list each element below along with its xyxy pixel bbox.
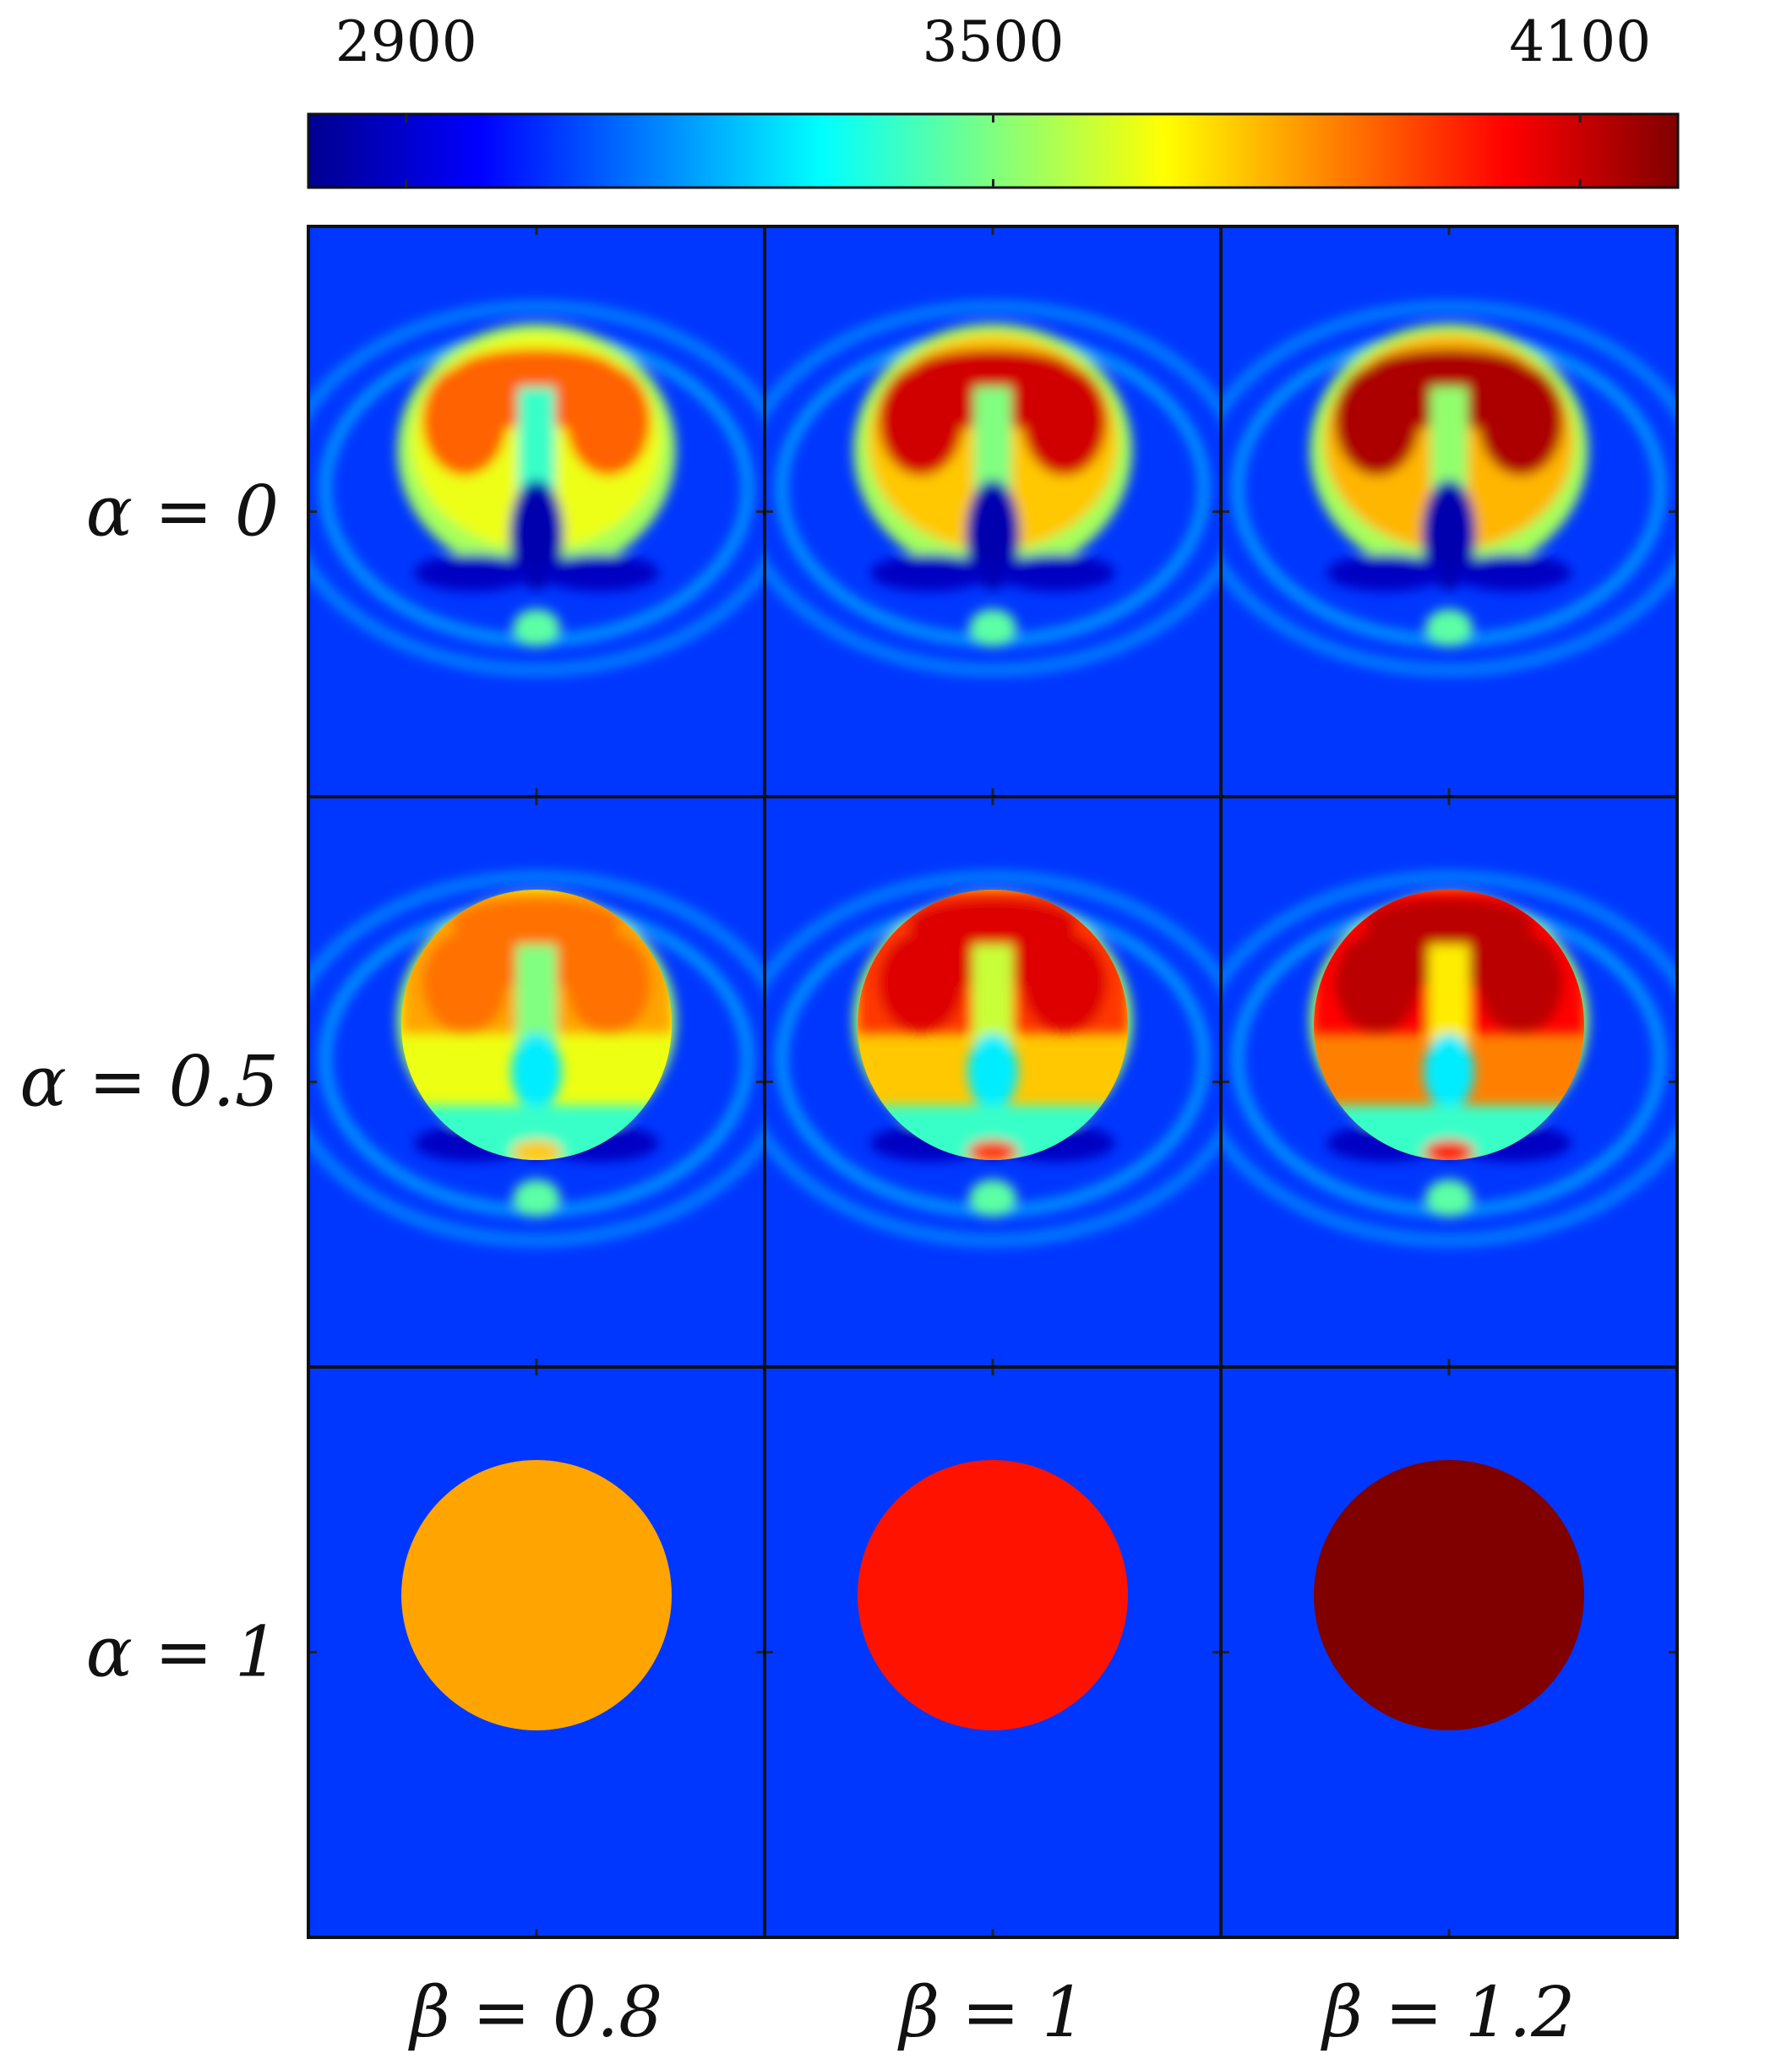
dark-column bbox=[509, 480, 564, 590]
hot-lobe bbox=[912, 349, 1073, 391]
bright-spot bbox=[1425, 1179, 1473, 1217]
bright-spot bbox=[969, 609, 1016, 646]
hot-lobe bbox=[908, 898, 1077, 949]
heatmap-panel bbox=[1219, 1365, 1679, 1939]
heatmap-panel bbox=[763, 1365, 1223, 1939]
hot-lobe bbox=[456, 349, 617, 391]
colorbar-ticks: 2900 3500 4100 bbox=[335, 9, 1651, 188]
uniform-disc bbox=[858, 1460, 1128, 1730]
heatmap-panel bbox=[307, 225, 766, 798]
panel-border bbox=[1219, 1365, 1679, 1939]
center-stalk bbox=[974, 387, 1011, 497]
hot-lobe bbox=[1364, 898, 1533, 949]
colorbar-gradient bbox=[307, 112, 1680, 189]
heatmap-panel bbox=[307, 1365, 766, 1939]
dark-arm bbox=[541, 554, 659, 591]
dark-arm bbox=[414, 554, 532, 591]
heatmap-panel bbox=[1219, 225, 1679, 798]
heatmap-panel bbox=[1219, 795, 1679, 1369]
row-labels: α = 0 α = 0.5 α = 1 bbox=[19, 472, 279, 1693]
bright-spot bbox=[511, 1140, 562, 1160]
dark-column bbox=[966, 480, 1020, 590]
bright-spot bbox=[1425, 609, 1473, 646]
cool-core bbox=[967, 1033, 1018, 1109]
column-labels: β = 0.8 β = 1 β = 1.2 bbox=[408, 1973, 1576, 2053]
heatmap-panel bbox=[307, 795, 766, 1369]
hot-lobe bbox=[1369, 349, 1529, 391]
colorbar-tick-label: 3500 bbox=[923, 9, 1065, 74]
dark-column bbox=[1422, 480, 1476, 590]
bright-spot bbox=[513, 1179, 560, 1217]
ripple-ring bbox=[1221, 301, 1677, 676]
row-label: α = 0 bbox=[86, 472, 279, 553]
uniform-disc bbox=[401, 1460, 672, 1730]
column-label: β = 1.2 bbox=[1321, 1973, 1576, 2053]
heatmap-panels bbox=[307, 225, 1679, 1939]
bright-spot bbox=[513, 609, 560, 646]
ripple-ring bbox=[1221, 871, 1677, 1246]
column-label: β = 0.8 bbox=[408, 1973, 663, 2053]
center-stalk bbox=[518, 387, 555, 497]
cool-core bbox=[511, 1033, 562, 1109]
colorbar-tick-label: 2900 bbox=[335, 9, 477, 74]
colorbar: 2900 3500 4100 bbox=[307, 9, 1680, 189]
row-label: α = 0.5 bbox=[19, 1043, 279, 1123]
center-stalk bbox=[1430, 387, 1468, 497]
dark-arm bbox=[1453, 554, 1571, 591]
heatmap-panel bbox=[763, 795, 1223, 1369]
ripple-ring bbox=[765, 871, 1221, 1246]
uniform-disc bbox=[1314, 1460, 1584, 1730]
hot-lobe bbox=[452, 898, 621, 949]
bright-spot bbox=[967, 1140, 1018, 1160]
ripple-ring bbox=[765, 301, 1221, 676]
column-label: β = 1 bbox=[897, 1973, 1086, 2053]
dark-arm bbox=[997, 554, 1115, 591]
bright-spot bbox=[1424, 1140, 1474, 1160]
ripple-ring bbox=[308, 871, 765, 1246]
cool-core bbox=[1424, 1033, 1474, 1109]
bright-spot bbox=[969, 1179, 1016, 1217]
dark-arm bbox=[1326, 554, 1445, 591]
row-label: α = 1 bbox=[86, 1613, 279, 1693]
colorbar-tick-label: 4100 bbox=[1509, 9, 1651, 74]
heatmap-panel bbox=[763, 225, 1223, 798]
ripple-ring bbox=[308, 301, 765, 676]
dark-arm bbox=[870, 554, 989, 591]
